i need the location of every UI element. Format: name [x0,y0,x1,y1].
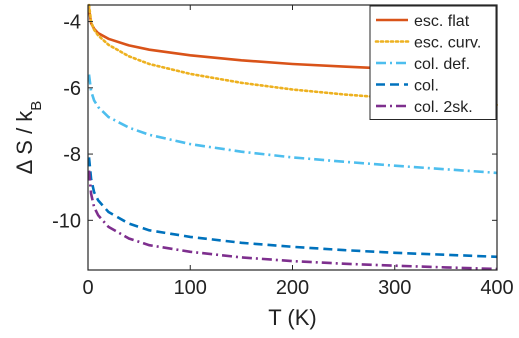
legend-label-1: esc. flat [414,13,470,30]
tick-labels: 0 100 200 300 400 -10 -8 -6 -4 [52,12,514,299]
legend-label-3: col. def. [414,56,470,73]
series-line-5 [87,170,498,271]
y-tick-label: -10 [52,210,81,232]
y-axis-label: Δ S / kB [12,101,45,175]
legend-label-5: col. 2sk. [414,99,473,116]
x-tick-label: 400 [480,277,513,299]
series-line-4 [87,157,498,259]
x-axis-label: T (K) [268,305,316,330]
legend: esc. flat esc. curv. col. def. col. col. 2sk… [369,5,497,120]
x-tick-label: 0 [82,277,93,299]
y-tick-label: -6 [63,78,81,100]
x-tick-label: 100 [174,277,207,299]
series-line-3 [87,74,498,175]
x-tick-label: 300 [378,277,411,299]
x-tick-label: 200 [276,277,309,299]
legend-label-4: col. [414,78,439,95]
y-tick-label: -8 [63,144,81,166]
y-tick-label: -4 [63,12,81,34]
legend-label-2: esc. curv. [414,35,481,52]
